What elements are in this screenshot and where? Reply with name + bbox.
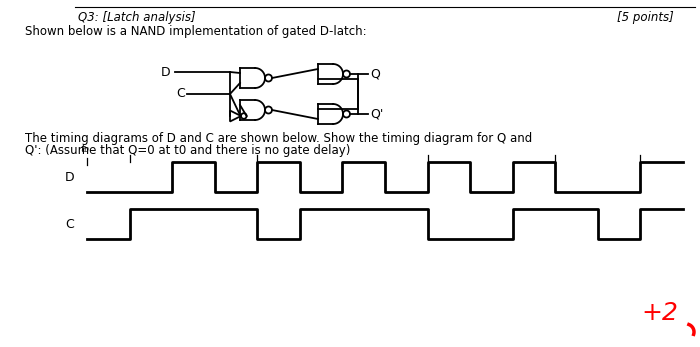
Text: +2: +2 bbox=[641, 301, 678, 325]
Text: [5 points]: [5 points] bbox=[617, 11, 673, 24]
Text: Q: Q bbox=[370, 68, 380, 81]
Text: Shown below is a NAND implementation of gated D-latch:: Shown below is a NAND implementation of … bbox=[25, 25, 367, 38]
Text: t₀: t₀ bbox=[80, 144, 90, 154]
Text: Q3: [Latch analysis]: Q3: [Latch analysis] bbox=[78, 11, 195, 24]
Text: D: D bbox=[64, 170, 74, 184]
Text: Q': Q' bbox=[370, 108, 384, 120]
Text: The timing diagrams of D and C are shown below. Show the timing diagram for Q an: The timing diagrams of D and C are shown… bbox=[25, 132, 532, 145]
Text: C: C bbox=[176, 86, 185, 100]
Text: Q': (Assume that Q=0 at t0 and there is no gate delay): Q': (Assume that Q=0 at t0 and there is … bbox=[25, 144, 351, 157]
Text: C: C bbox=[65, 218, 74, 230]
Text: D: D bbox=[160, 66, 170, 78]
